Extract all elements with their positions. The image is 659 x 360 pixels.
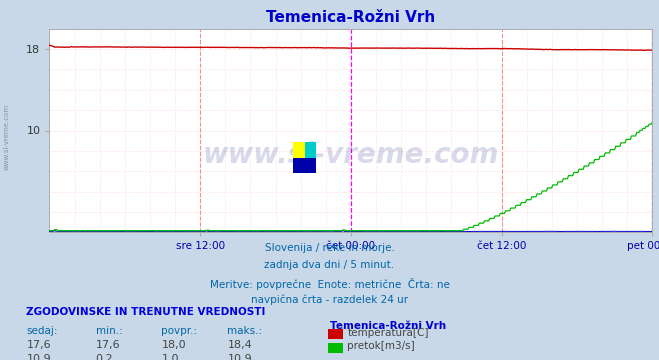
Text: min.:: min.: [96, 326, 123, 336]
Bar [293, 142, 304, 158]
Text: navpična črta - razdelek 24 ur: navpična črta - razdelek 24 ur [251, 295, 408, 305]
Text: zadnja dva dni / 5 minut.: zadnja dva dni / 5 minut. [264, 260, 395, 270]
Text: maks.:: maks.: [227, 326, 262, 336]
Text: temperatura[C]: temperatura[C] [347, 328, 429, 338]
Text: 18,4: 18,4 [227, 340, 252, 350]
Text: 17,6: 17,6 [96, 340, 120, 350]
Text: 10,9: 10,9 [227, 354, 252, 360]
Text: 10,9: 10,9 [26, 354, 51, 360]
Text: pretok[m3/s]: pretok[m3/s] [347, 341, 415, 351]
Text: 0,2: 0,2 [96, 354, 113, 360]
Bar [304, 142, 316, 158]
Text: www.si-vreme.com: www.si-vreme.com [3, 104, 10, 170]
Text: 17,6: 17,6 [26, 340, 51, 350]
Text: www.si-vreme.com: www.si-vreme.com [203, 141, 499, 169]
Text: sedaj:: sedaj: [26, 326, 58, 336]
Text: 1,0: 1,0 [161, 354, 179, 360]
Bar [293, 158, 316, 173]
Text: Slovenija / reke in morje.: Slovenija / reke in morje. [264, 243, 395, 253]
Text: ZGODOVINSKE IN TRENUTNE VREDNOSTI: ZGODOVINSKE IN TRENUTNE VREDNOSTI [26, 307, 266, 317]
Text: povpr.:: povpr.: [161, 326, 198, 336]
Title: Temenica-Rožni Vrh: Temenica-Rožni Vrh [266, 10, 436, 25]
Text: Meritve: povprečne  Enote: metrične  Črta: ne: Meritve: povprečne Enote: metrične Črta:… [210, 278, 449, 289]
Text: 18,0: 18,0 [161, 340, 186, 350]
Text: Temenica-Rožni Vrh: Temenica-Rožni Vrh [330, 321, 445, 332]
